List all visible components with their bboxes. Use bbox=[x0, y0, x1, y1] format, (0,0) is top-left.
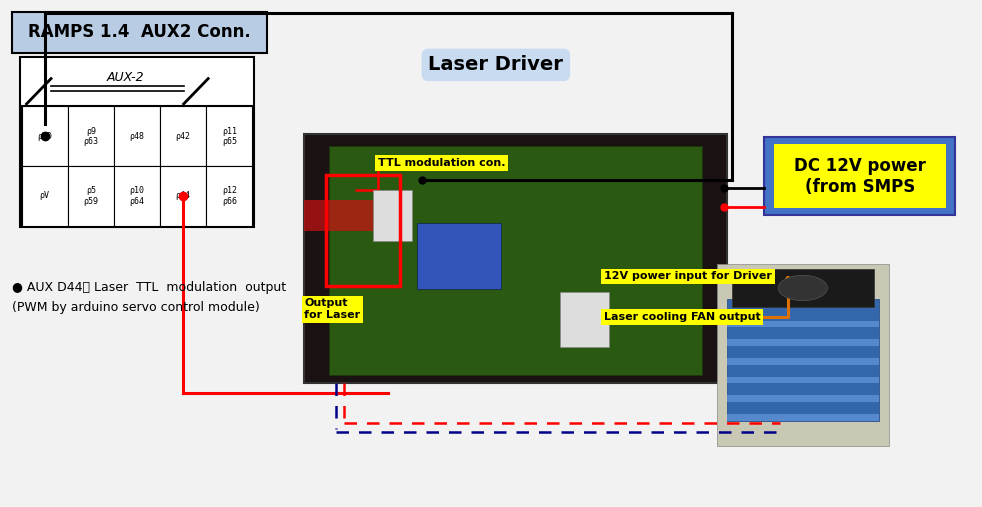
Bar bbox=[68, 106, 114, 166]
Bar bbox=[206, 106, 252, 166]
Text: ρ9
ρ63: ρ9 ρ63 bbox=[83, 127, 98, 146]
Bar bbox=[560, 292, 609, 347]
Text: RAMPS 1.4  AUX2 Conn.: RAMPS 1.4 AUX2 Conn. bbox=[28, 23, 250, 42]
Bar bbox=[373, 190, 412, 241]
Bar bbox=[727, 299, 879, 421]
Text: ρV: ρV bbox=[39, 191, 50, 200]
Bar bbox=[727, 377, 879, 383]
Bar bbox=[329, 146, 702, 375]
Bar bbox=[206, 166, 252, 226]
FancyBboxPatch shape bbox=[12, 12, 267, 53]
Bar bbox=[22, 106, 252, 226]
Bar bbox=[717, 264, 889, 446]
Bar bbox=[304, 134, 727, 383]
Text: ρND: ρND bbox=[37, 132, 52, 141]
Text: TTL modulation con.: TTL modulation con. bbox=[378, 158, 506, 168]
Bar bbox=[114, 106, 160, 166]
Bar bbox=[727, 395, 879, 402]
Bar bbox=[727, 414, 879, 421]
Text: Laser Driver: Laser Driver bbox=[428, 55, 564, 75]
Text: ρ42: ρ42 bbox=[176, 132, 191, 141]
FancyBboxPatch shape bbox=[774, 144, 946, 208]
Bar bbox=[732, 269, 874, 307]
Bar bbox=[20, 57, 254, 227]
Text: ρ5
ρ59: ρ5 ρ59 bbox=[83, 186, 98, 205]
FancyBboxPatch shape bbox=[764, 137, 955, 215]
Bar bbox=[417, 223, 501, 289]
Text: ρ12
ρ66: ρ12 ρ66 bbox=[222, 186, 237, 205]
Circle shape bbox=[778, 275, 827, 301]
Text: ρ48: ρ48 bbox=[130, 132, 144, 141]
Text: 12V power input for Driver: 12V power input for Driver bbox=[604, 271, 772, 281]
Text: ρ44: ρ44 bbox=[176, 191, 191, 200]
Bar bbox=[22, 166, 68, 226]
Text: ρ11
ρ65: ρ11 ρ65 bbox=[222, 127, 237, 146]
Bar bbox=[160, 166, 206, 226]
Text: DC 12V power
(from SMPS: DC 12V power (from SMPS bbox=[793, 157, 926, 196]
Bar bbox=[326, 175, 400, 286]
Bar bbox=[22, 106, 68, 166]
Bar bbox=[727, 339, 879, 346]
Text: ρ10
ρ64: ρ10 ρ64 bbox=[130, 186, 144, 205]
Bar bbox=[160, 106, 206, 166]
Bar bbox=[727, 320, 879, 327]
Text: ● AUX D44： Laser  TTL  modulation  output
(PWM by arduino servo control module): ● AUX D44： Laser TTL modulation output (… bbox=[12, 281, 286, 314]
Bar bbox=[304, 200, 410, 231]
Text: Laser cooling FAN output: Laser cooling FAN output bbox=[604, 312, 761, 322]
Bar bbox=[114, 166, 160, 226]
Bar bbox=[727, 358, 879, 365]
Text: Output
for Laser: Output for Laser bbox=[304, 299, 360, 320]
Bar bbox=[68, 166, 114, 226]
Text: AUX-2: AUX-2 bbox=[107, 70, 144, 84]
